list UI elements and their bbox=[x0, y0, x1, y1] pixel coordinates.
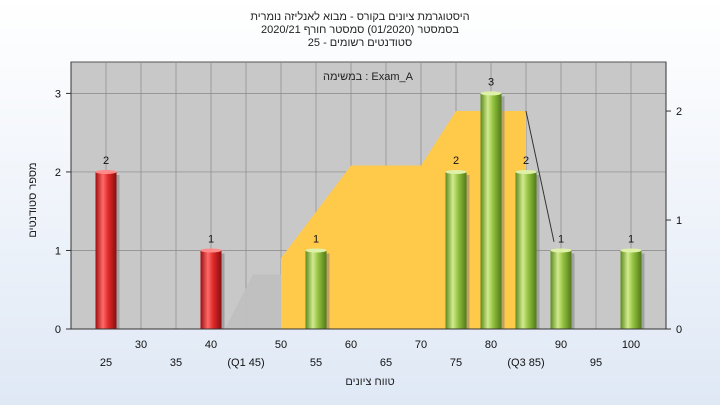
y2-tick-label: 0 bbox=[676, 324, 682, 336]
bar-value-label: 1 bbox=[628, 233, 634, 245]
y-axis-label: מספר סטודנטים bbox=[27, 162, 39, 237]
chart-title: היסטוגרמת ציונים בקורס - מבוא לאנליזה נו… bbox=[250, 11, 470, 23]
histogram-bar bbox=[445, 171, 467, 329]
bar-cap bbox=[95, 169, 117, 174]
bar-value-label: 2 bbox=[453, 155, 459, 167]
y-tick-label: 2 bbox=[55, 167, 61, 179]
histogram-bar bbox=[95, 171, 117, 329]
bar-value-label: 1 bbox=[558, 233, 564, 245]
bar-cap bbox=[550, 248, 572, 253]
x-tick-label: 60 bbox=[345, 339, 357, 351]
bar-cap bbox=[480, 91, 502, 96]
x-tick-label: 80 bbox=[485, 339, 497, 351]
x-tick-label: 65 bbox=[380, 357, 392, 369]
histogram-bar bbox=[305, 250, 327, 329]
distribution-area-gray bbox=[225, 274, 281, 329]
x-tick-label: 35 bbox=[170, 357, 182, 369]
y-tick-label: 1 bbox=[55, 245, 61, 257]
x-tick-label: 40 bbox=[205, 339, 217, 351]
exam-annotation: במשימה : Exam_A bbox=[323, 71, 414, 83]
bar-value-label: 1 bbox=[313, 233, 319, 245]
bar-value-label: 2 bbox=[103, 155, 109, 167]
chart-subtitle-semester: בסמסטר (01/2020) סמסטר חורף 2020/21 bbox=[260, 24, 460, 36]
x-tick-label: 25 bbox=[100, 357, 112, 369]
bar-cap bbox=[620, 248, 642, 253]
bar-cap bbox=[200, 248, 222, 253]
y-tick-label: 3 bbox=[55, 88, 61, 100]
y2-tick-label: 1 bbox=[676, 215, 682, 227]
bar-value-label: 3 bbox=[488, 76, 494, 88]
bar-cap bbox=[515, 169, 537, 174]
histogram-bar bbox=[515, 171, 537, 329]
x-tick-label: (Q1 45) bbox=[227, 357, 264, 369]
x-tick-label: 55 bbox=[310, 357, 322, 369]
bar-value-label: 1 bbox=[208, 233, 214, 245]
bar-cap bbox=[445, 169, 467, 174]
x-tick-label: 100 bbox=[622, 339, 640, 351]
x-tick-label: 75 bbox=[450, 357, 462, 369]
trend-line bbox=[525, 110, 555, 242]
y2-tick-label: 2 bbox=[676, 106, 682, 118]
y-tick-label: 0 bbox=[55, 324, 61, 336]
histogram-bar bbox=[620, 250, 642, 329]
bar-cap bbox=[305, 248, 327, 253]
bar-value-label: 2 bbox=[523, 155, 529, 167]
histogram-bar bbox=[200, 250, 222, 329]
histogram-bar bbox=[480, 93, 502, 329]
x-tick-label: 30 bbox=[135, 339, 147, 351]
x-axis-label: טווח ציונים bbox=[345, 376, 394, 388]
x-tick-label: (Q3 85) bbox=[507, 357, 544, 369]
x-tick-label: 70 bbox=[415, 339, 427, 351]
chart-subtitle-students: סטודנטים רשומים - 25 bbox=[307, 37, 413, 49]
x-tick-label: 95 bbox=[590, 357, 602, 369]
histogram-bar bbox=[550, 250, 572, 329]
x-tick-label: 50 bbox=[275, 339, 287, 351]
x-tick-label: 90 bbox=[555, 339, 567, 351]
